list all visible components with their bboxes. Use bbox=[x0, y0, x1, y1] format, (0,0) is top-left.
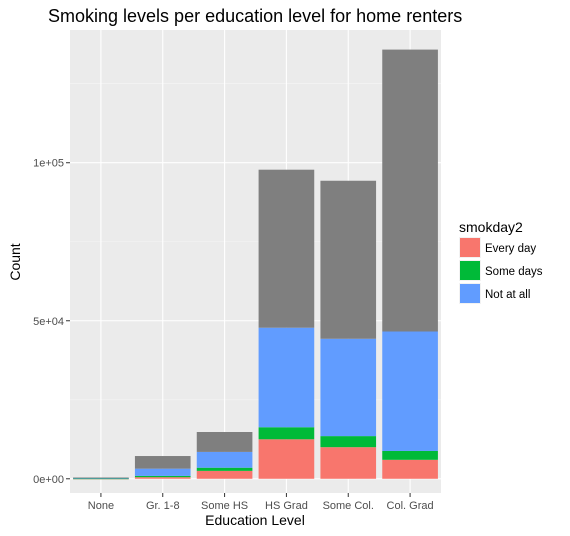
bar-segment-other bbox=[73, 477, 129, 479]
bar-segment-every-day bbox=[382, 459, 438, 479]
legend-swatch bbox=[460, 238, 480, 257]
bar-segment-every-day bbox=[258, 439, 315, 479]
legend-label: Every day bbox=[485, 243, 536, 255]
bar-segment-every-day bbox=[320, 447, 377, 479]
x-tick-label: HS Grad bbox=[265, 500, 308, 512]
bars bbox=[73, 49, 438, 480]
bar-segment-every-day bbox=[134, 477, 191, 479]
bar-segment-not-at-all bbox=[258, 327, 315, 428]
legend-swatch bbox=[460, 284, 480, 303]
y-tick-label: 1e+05 bbox=[33, 158, 64, 170]
bar-segment-some-days bbox=[73, 478, 129, 480]
x-axis-ticks: None Gr. 1-8 Some HS HS Grad Some Col. Col. G… bbox=[88, 493, 434, 512]
bar-segment-other bbox=[134, 456, 191, 469]
legend-title: smokday2 bbox=[459, 219, 523, 235]
legend: smokday2 Every day Some days Not at all bbox=[459, 219, 543, 304]
y-axis-ticks: 0e+00 5e+04 1e+05 bbox=[33, 158, 70, 486]
bar-segment-some-days bbox=[320, 436, 377, 448]
bar-segment-some-days bbox=[134, 475, 191, 478]
bar-segment-not-at-all bbox=[134, 468, 191, 476]
x-tick-label: Col. Grad bbox=[387, 500, 434, 512]
x-tick-label: Some HS bbox=[201, 500, 248, 512]
x-axis-title: Education Level bbox=[205, 512, 305, 528]
y-axis-title: Count bbox=[7, 243, 23, 280]
y-tick-label: 5e+04 bbox=[33, 316, 64, 328]
bar-segment-other bbox=[196, 432, 253, 452]
bar-segment-some-days bbox=[258, 427, 315, 440]
x-tick-label: Gr. 1-8 bbox=[146, 500, 180, 512]
legend-swatch bbox=[460, 261, 480, 280]
bar-segment-other bbox=[382, 49, 438, 332]
legend-label: Some days bbox=[485, 266, 543, 278]
bar-segment-every-day bbox=[196, 470, 253, 479]
bar-segment-other bbox=[320, 180, 377, 339]
bar-segment-other bbox=[258, 169, 315, 328]
y-tick-label: 0e+00 bbox=[33, 474, 64, 486]
plot-panel bbox=[70, 30, 441, 493]
bar-segment-some-days bbox=[196, 467, 253, 471]
legend-label: Not at all bbox=[485, 289, 530, 301]
chart-title: Smoking levels per education level for h… bbox=[48, 6, 462, 26]
bar-segment-some-days bbox=[382, 450, 438, 460]
x-tick-label: Some Col. bbox=[323, 500, 374, 512]
bar-segment-not-at-all bbox=[196, 451, 253, 468]
bar-segment-not-at-all bbox=[382, 331, 438, 451]
bar-segment-not-at-all bbox=[320, 338, 377, 437]
x-tick-label: None bbox=[88, 500, 114, 512]
